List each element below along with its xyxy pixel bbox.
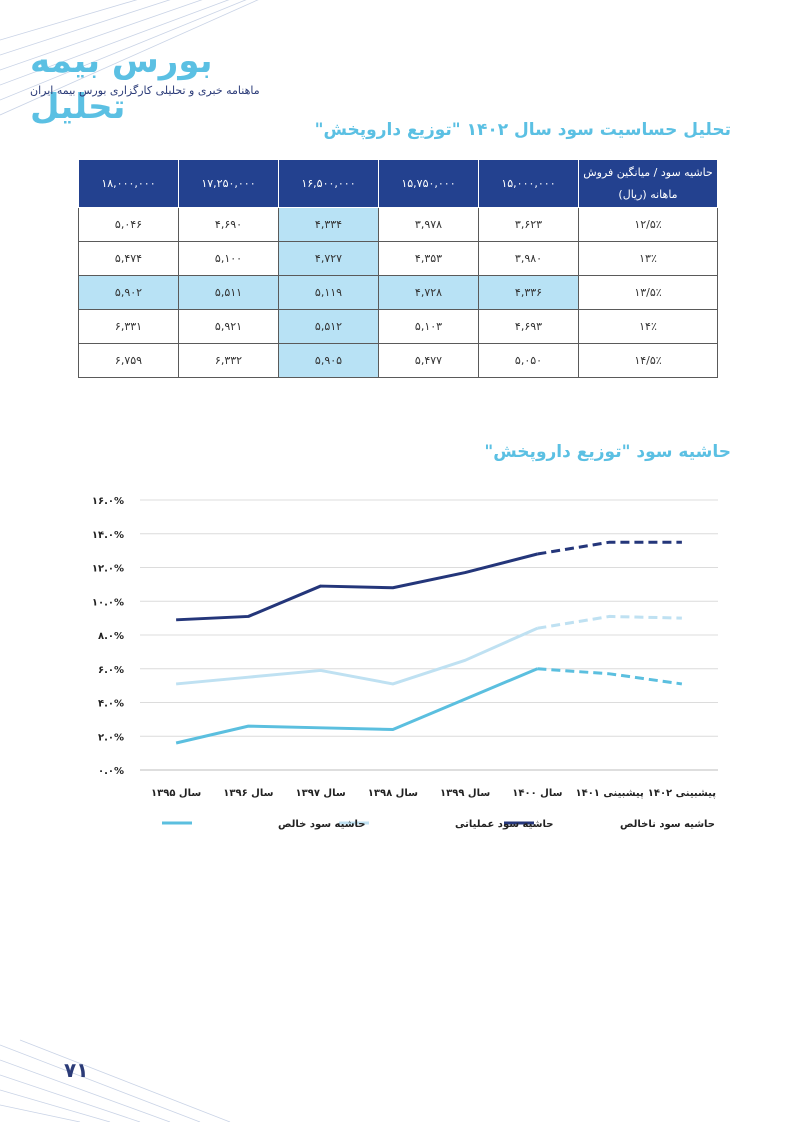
table-cell: ۵,۹۰۵ [278,343,379,378]
series-forecast-line [537,614,682,630]
x-tick-label: سال ۱۳۹۷ [296,788,346,799]
brand-subtitle: ماهنامه خبری و تحلیلی کارگزاری بورس بیمه… [30,84,260,97]
table-cell: ۵,۱۰۰ [178,241,279,276]
table-cell: ۵,۱۱۹ [278,275,379,310]
table-cell: ۴,۳۳۶ [478,275,579,310]
table-cell: ۵,۹۰۲ [78,275,179,310]
table-header-row: ۱۸,۰۰۰,۰۰۰ ۱۷,۲۵۰,۰۰۰ ۱۶,۵۰۰,۰۰۰ ۱۵,۷۵۰,… [78,159,718,208]
table-cell: ۵,۴۷۷ [378,343,479,378]
row-header: ۱۴٪ [578,309,718,344]
table-cell: ۴,۳۵۳ [378,241,479,276]
y-tick-label: ۴.۰% [98,699,124,710]
column-header: ۱۸,۰۰۰,۰۰۰ [78,159,179,208]
row-header: ۱۲/۵٪ [578,207,718,242]
table-cell: ۵,۹۲۱ [178,309,279,344]
table-cell: ۵,۰۵۰ [478,343,579,378]
table-cell: ۶,۷۵۹ [78,343,179,378]
table-cell: ۵,۵۱۲ [278,309,379,344]
series-line [176,552,538,622]
table-cell: ۵,۴۷۴ [78,241,179,276]
row-header: ۱۳٪ [578,241,718,276]
table-cell: ۶,۳۳۱ [78,309,179,344]
table-cell: ۴,۶۹۰ [178,207,279,242]
x-tick-label: سال ۱۳۹۸ [368,788,418,799]
series-forecast-line [537,667,683,686]
column-header: ۱۷,۲۵۰,۰۰۰ [178,159,279,208]
page-number: ۷۱ [64,1058,89,1082]
sensitivity-title: تحلیل حساسیت سود سال ۱۴۰۲ "توزیع داروپخش… [314,120,731,140]
x-tick-label: سال ۱۳۹۵ [151,788,201,799]
table-cell: ۴,۳۳۴ [278,207,379,242]
y-tick-label: ۲.۰% [98,732,124,743]
x-tick-label: پیشبینی ۱۴۰۱ [575,788,644,799]
x-tick-label: پیشبینی ۱۴۰۲ [648,788,717,799]
y-tick-label: ۱۴.۰% [92,530,124,541]
row-header: ۱۴/۵٪ [578,343,718,378]
series-line [175,626,538,686]
series-forecast-line [537,540,682,556]
x-tick-label: سال ۱۳۹۶ [223,788,273,799]
table-cell: ۴,۷۲۸ [378,275,479,310]
table-cell: ۳,۹۷۸ [378,207,479,242]
x-tick-label: سال ۱۴۰۰ [512,788,562,799]
y-tick-label: ۰.۰% [98,766,124,777]
column-header: ۱۵,۷۵۰,۰۰۰ [378,159,479,208]
sensitivity-table: ۱۸,۰۰۰,۰۰۰ ۱۷,۲۵۰,۰۰۰ ۱۶,۵۰۰,۰۰۰ ۱۵,۷۵۰,… [78,159,718,378]
table-cell: ۴,۷۲۷ [278,241,379,276]
table-cell: ۳,۶۲۳ [478,207,579,242]
column-header: ۱۵,۰۰۰,۰۰۰ [478,159,579,208]
table-cell: ۴,۶۹۳ [478,309,579,344]
table-cell: ۳,۹۸۰ [478,241,579,276]
corner-header: حاشیه سود / میانگین فروش ماهانه (ریال) [578,159,718,208]
table-cell: ۵,۱۰۳ [378,309,479,344]
y-tick-label: ۸.۰% [98,631,124,642]
brand-logo-text: بورس بیمه تحلیل [30,41,213,127]
legend-label: حاشیه سود خالص [278,819,366,830]
x-tick-label: سال ۱۳۹۹ [440,788,490,799]
y-tick-label: ۱۰.۰% [92,597,124,608]
table-cell: ۵,۰۴۶ [78,207,179,242]
legend-label: حاشیه سود عملیاتی [455,819,553,830]
y-tick-label: ۱۶.۰% [92,496,124,507]
table-row: ۵,۴۷۴ ۵,۱۰۰ ۴,۷۲۷ ۴,۳۵۳ ۳,۹۸۰ ۱۳٪ [78,241,718,276]
table-cell: ۶,۳۳۲ [178,343,279,378]
table-cell: ۵,۵۱۱ [178,275,279,310]
table-row: ۶,۷۵۹ ۶,۳۳۲ ۵,۹۰۵ ۵,۴۷۷ ۵,۰۵۰ ۱۴/۵٪ [78,343,718,378]
row-header: ۱۳/۵٪ [578,275,718,310]
table-row: ۵,۰۴۶ ۴,۶۹۰ ۴,۳۳۴ ۳,۹۷۸ ۳,۶۲۳ ۱۲/۵٪ [78,207,718,242]
series-line [175,667,538,745]
y-tick-label: ۶.۰% [98,665,124,676]
table-row: ۶,۳۳۱ ۵,۹۲۱ ۵,۵۱۲ ۵,۱۰۳ ۴,۶۹۳ ۱۴٪ [78,309,718,344]
y-tick-label: ۱۲.۰% [92,564,124,575]
profit-margin-chart: ۰.۰% ۲.۰% ۴.۰% ۶.۰% ۸.۰% ۱۰.۰% ۱۲.۰% ۱۴.۰% ۱۶.۰%… [92,496,718,830]
chart-title: حاشیه سود "توزیع داروپخش" [484,442,731,462]
table-row: ۵,۹۰۲ ۵,۵۱۱ ۵,۱۱۹ ۴,۷۲۸ ۴,۳۳۶ ۱۳/۵٪ [78,275,718,310]
legend-label: حاشیه سود ناخالص [620,819,715,830]
column-header: ۱۶,۵۰۰,۰۰۰ [278,159,379,208]
